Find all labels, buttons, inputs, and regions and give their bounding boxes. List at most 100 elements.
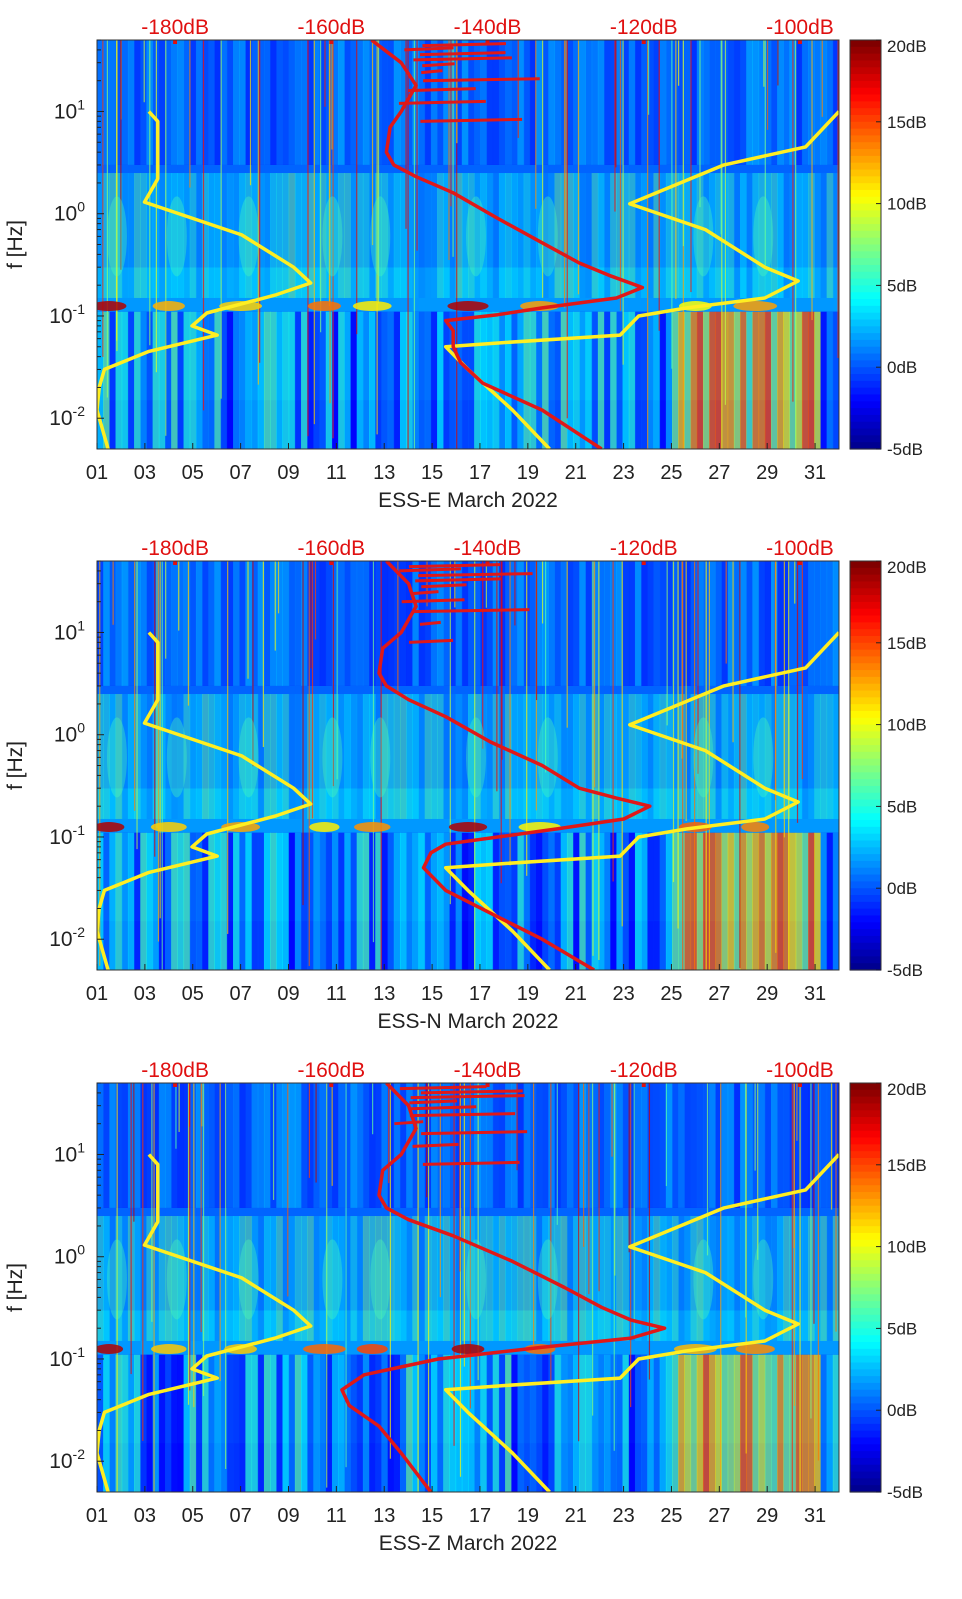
noise-curve-spike [420,117,523,123]
colorbar-swatch [850,1267,881,1275]
x-tick-label: 17 [469,462,491,484]
x-tick-label: 15 [421,462,443,484]
colorbar-swatch [850,135,881,143]
heatmap-cell [263,1354,271,1492]
heatmap-spike [720,40,722,235]
microseism-blob [448,822,488,833]
x-axis-label: ESS-N March 2022 [378,1010,559,1033]
heatmap-cell [492,561,500,686]
heatmap-cell [171,311,178,449]
heatmap-cell [573,1216,580,1341]
heatmap-cell [665,694,673,819]
colorbar-swatch [850,1335,881,1343]
heatmap-cell [437,1354,444,1492]
microseism-blob [106,717,127,798]
heatmap-spike [591,1083,594,1416]
heatmap-cell [702,40,710,165]
heatmap-spike [426,561,428,607]
heatmap-cell [288,173,296,298]
heatmap-cell [684,311,692,449]
x-tick-label: 31 [804,1505,826,1527]
heatmap-cell [752,311,760,449]
heatmap-cell [659,832,667,970]
heatmap-spike [799,1083,801,1492]
heatmap-cell [294,694,302,819]
colorbar-swatch [850,1192,881,1200]
heatmap-cell [814,1354,821,1492]
noise-curve-spike [419,51,506,57]
colorbar-swatch [850,1307,881,1316]
noise-curve-spike [401,598,465,604]
heatmap-cell [511,1354,518,1492]
heatmap-spike [813,1083,815,1324]
heatmap-cell [245,1216,253,1341]
heatmap-spike [175,1083,177,1149]
colorbar-swatch [850,1260,881,1268]
heatmap-cell [727,694,735,819]
heatmap-cell [177,1216,185,1341]
heatmap-cell [399,1354,407,1492]
heatmap-cell [430,832,438,970]
heatmap-spike [259,40,261,363]
heatmap-cell [480,1216,488,1341]
heatmap-cell [294,1354,302,1492]
colorbar-swatch [850,1355,881,1364]
heatmap-cell [573,1354,580,1492]
heatmap-cell [758,173,766,298]
heatmap-cell [375,1354,382,1492]
heatmap-cell [313,311,321,449]
y-tick-label: 10-2 [49,1446,85,1473]
microseism-blob [307,301,342,312]
heatmap-cell [251,1083,259,1208]
colorbar-swatch [850,704,881,712]
microseism-blob [238,1239,259,1320]
colorbar-swatch [850,1451,881,1459]
heatmap-cell [325,1216,333,1341]
heatmap-cell [634,311,642,449]
heatmap-cell [437,311,444,449]
heatmap-cell [702,1354,710,1492]
microseism-blob [97,301,127,312]
y-tick-label: 10-2 [49,924,85,951]
heatmap-cell [362,832,370,970]
heatmap-cell [486,1083,494,1208]
heatmap-cell [709,832,716,970]
heatmap-spike [477,1083,479,1381]
microseism-blob [753,1239,774,1320]
heatmap-cell [554,1354,562,1492]
spectrogram-heatmap [97,1083,839,1492]
db-scale-label: -160dB [297,1059,365,1082]
noise-curve-spike [410,1105,477,1111]
heatmap-cell [121,832,129,970]
heatmap-cell [226,311,234,449]
heatmap-cell [418,173,426,298]
heatmap-cell [801,311,809,449]
heatmap-cell [727,832,735,970]
heatmap-cell [715,40,723,165]
heatmap-cell [313,694,321,819]
heatmap-cell [715,1083,723,1208]
heatmap-cell [449,561,457,686]
heatmap-cell [412,1354,420,1492]
heatmap-spike [775,561,777,953]
heatmap-cell [430,1354,438,1492]
heatmap-cell [331,311,339,449]
heatmap-cell [140,1216,147,1341]
y-tick-label: 10-1 [49,301,85,328]
heatmap-cell [468,1216,475,1341]
heatmap-cell [350,173,358,298]
heatmap-spike [588,1083,590,1295]
heatmap-cell [783,832,791,970]
x-tick-label: 25 [660,983,682,1005]
heatmap-cell [548,311,556,449]
heatmap-cell [443,1354,450,1492]
heatmap-cell [801,561,809,686]
heatmap-cell [189,1083,197,1208]
heatmap-cell [536,1083,543,1208]
colorbar-swatch [850,799,881,807]
heatmap-spike [308,561,310,967]
x-tick-label: 13 [373,462,395,484]
heatmap-cell [158,40,166,165]
heatmap-spike [459,1083,462,1477]
heatmap-cell [171,1216,178,1341]
